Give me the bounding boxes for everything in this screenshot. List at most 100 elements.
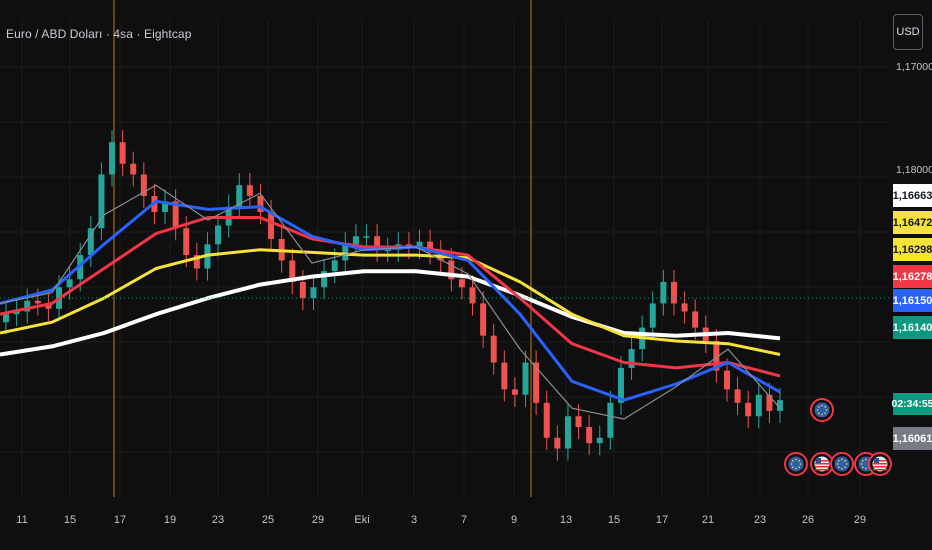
eu-star xyxy=(865,467,867,470)
eu-star xyxy=(790,463,793,465)
candle-body xyxy=(543,402,550,438)
x-tick-label: 29 xyxy=(854,514,866,526)
eu-star xyxy=(818,406,820,408)
x-tick-label: 21 xyxy=(702,514,714,526)
us-stripe xyxy=(873,466,887,468)
eu-star xyxy=(844,460,846,462)
us-stripe xyxy=(873,463,887,465)
x-axis-ticks: 11 15 17 19 23 25 29 Eki 3 7 9 13 15 17 21 23 26 29 xyxy=(16,514,866,526)
x-tick-label: 23 xyxy=(754,514,766,526)
candle-body xyxy=(342,244,349,261)
economic-events[interactable] xyxy=(784,398,892,476)
price-tag: 1,16472 xyxy=(893,211,932,234)
eu-flag-icon[interactable] xyxy=(830,452,854,476)
candle-body xyxy=(586,427,593,444)
x-tick-label: 26 xyxy=(802,514,814,526)
eu-star xyxy=(799,463,802,465)
eu-star xyxy=(841,458,843,461)
eu-star xyxy=(862,466,864,468)
candle-body xyxy=(45,303,52,309)
candle-body xyxy=(331,260,338,272)
eu-star xyxy=(792,466,794,468)
candle-body xyxy=(193,255,200,269)
candle-body xyxy=(511,389,518,395)
candle-body xyxy=(66,279,73,288)
moving-average-line xyxy=(0,269,781,357)
eu-star xyxy=(818,412,820,414)
candle-body xyxy=(501,362,508,390)
candle-body xyxy=(162,201,169,213)
candle-body xyxy=(649,303,656,328)
candle-body xyxy=(522,362,529,395)
eu-flag-fill xyxy=(834,456,850,472)
eu-flag-icon[interactable] xyxy=(810,398,834,422)
x-tick-label: Eki xyxy=(354,514,369,526)
candle-body xyxy=(617,367,624,403)
candle-body xyxy=(766,394,773,411)
candle-body xyxy=(745,402,752,417)
candle-body xyxy=(130,163,137,175)
eu-star xyxy=(841,467,843,470)
session-separators xyxy=(113,0,532,497)
us-stripe xyxy=(815,463,829,465)
us-stripe xyxy=(815,460,829,462)
eu-star xyxy=(838,466,840,468)
eu-star xyxy=(795,467,797,470)
us-flag-icon[interactable] xyxy=(810,452,834,476)
candle-body xyxy=(140,174,147,196)
candle-body xyxy=(236,185,243,207)
x-tick-label: 11 xyxy=(16,514,27,526)
eu-star xyxy=(825,409,828,411)
us-canton xyxy=(816,458,821,463)
price-tag: 1,16150 xyxy=(893,289,932,312)
eu-star xyxy=(798,466,800,468)
eu-star xyxy=(860,463,863,465)
moving-average-line xyxy=(0,184,781,420)
candle-body xyxy=(713,341,720,371)
candle-body xyxy=(215,225,222,245)
candle-body xyxy=(363,236,370,238)
eu-star xyxy=(865,458,867,461)
x-tick-label: 17 xyxy=(656,514,668,526)
eu-star xyxy=(795,458,797,461)
us-canton xyxy=(874,458,879,463)
candle-body xyxy=(98,174,105,229)
us-stripe xyxy=(873,469,887,471)
candle-body xyxy=(289,260,296,282)
x-tick-label: 29 xyxy=(312,514,324,526)
candle-body xyxy=(246,185,253,196)
x-tick-label: 25 xyxy=(262,514,274,526)
eu-star xyxy=(798,460,800,462)
x-tick-label: 17 xyxy=(114,514,126,526)
x-tick-label: 3 xyxy=(411,514,417,526)
eu-star xyxy=(862,460,864,462)
moving-average-line xyxy=(0,248,781,356)
candle-body xyxy=(321,271,328,288)
candle-body xyxy=(670,281,677,304)
currency-button[interactable]: USD xyxy=(893,14,923,50)
candle-body xyxy=(490,335,497,363)
candlesticks xyxy=(3,130,783,461)
candle-body xyxy=(723,370,730,390)
candle-body xyxy=(268,212,275,239)
x-tick-label: 9 xyxy=(511,514,517,526)
x-tick-label: 15 xyxy=(64,514,76,526)
candle-body xyxy=(384,249,391,252)
eu-flag-fill xyxy=(814,402,830,418)
eu-star xyxy=(821,404,823,407)
eu-flag-fill xyxy=(788,456,804,472)
candle-body xyxy=(34,300,41,304)
price-tag: 1,16061 xyxy=(893,427,932,450)
candle-body xyxy=(87,228,94,256)
candle-body xyxy=(427,241,434,253)
price-tag: 1,16298 xyxy=(893,238,932,261)
eu-flag-icon[interactable] xyxy=(784,452,808,476)
candle-body xyxy=(628,349,635,368)
us-flag-icon[interactable] xyxy=(868,452,892,476)
candle-body xyxy=(596,437,603,444)
candle-body xyxy=(310,287,317,299)
price-tag: 1,16278 xyxy=(893,265,932,288)
eu-star xyxy=(845,463,848,465)
candle-body xyxy=(533,362,540,403)
